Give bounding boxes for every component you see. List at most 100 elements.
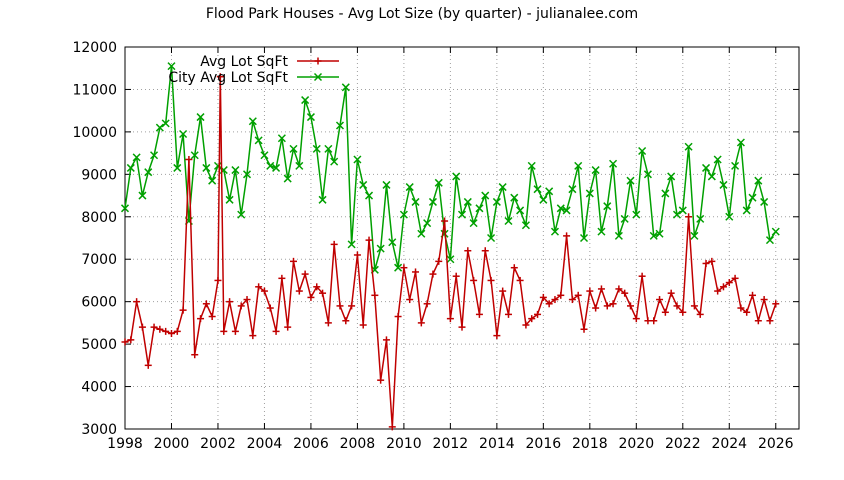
- data-point: [661, 308, 669, 316]
- data-point: [627, 302, 634, 310]
- data-point: [243, 296, 251, 304]
- series-city-avg-lot-sqft: [120, 62, 780, 274]
- data-point: [737, 304, 745, 312]
- data-point: [586, 287, 594, 295]
- data-point: [457, 210, 467, 219]
- data-point: [202, 300, 210, 308]
- data-point: [284, 323, 292, 331]
- data-point: [382, 336, 390, 344]
- data-point: [481, 247, 489, 255]
- data-point: [643, 170, 652, 179]
- series-avg-lot-sqft: [121, 73, 780, 431]
- data-point: [353, 251, 361, 259]
- data-point: [725, 212, 734, 221]
- data-point: [173, 163, 182, 172]
- data-point: [411, 197, 420, 206]
- data-point: [120, 204, 130, 213]
- data-point: [556, 204, 565, 213]
- data-point: [470, 276, 478, 284]
- data-point: [348, 302, 356, 310]
- data-point: [725, 279, 733, 287]
- data-point: [760, 197, 769, 206]
- data-point: [557, 291, 565, 299]
- x-tick-label: 2016: [526, 436, 562, 452]
- x-tick-label: 2004: [247, 436, 283, 452]
- data-point: [521, 221, 530, 230]
- x-tick-label: 2000: [154, 436, 190, 452]
- data-point: [423, 219, 432, 228]
- data-point: [365, 236, 373, 244]
- data-point: [231, 166, 240, 175]
- data-point: [231, 327, 239, 335]
- data-point: [499, 287, 507, 295]
- data-point: [155, 123, 164, 132]
- data-point: [388, 238, 397, 247]
- data-point: [672, 210, 682, 219]
- data-point: [179, 306, 187, 314]
- data-point: [563, 232, 571, 240]
- x-tick-label: 2024: [711, 436, 747, 452]
- data-point: [255, 283, 263, 291]
- data-point: [266, 304, 274, 312]
- data-point: [150, 151, 159, 160]
- data-point: [185, 155, 193, 163]
- data-point: [696, 310, 704, 318]
- data-point: [283, 174, 292, 183]
- data-point: [679, 308, 687, 316]
- data-point: [412, 268, 420, 276]
- data-point: [731, 161, 740, 170]
- data-point: [568, 296, 576, 304]
- data-point: [434, 178, 443, 187]
- data-point: [377, 376, 385, 384]
- data-point: [394, 263, 403, 272]
- data-point: [237, 302, 245, 310]
- data-point: [126, 163, 135, 172]
- data-point: [719, 180, 728, 189]
- data-point: [376, 244, 385, 253]
- x-tick-label: 2002: [200, 436, 236, 452]
- data-point: [441, 217, 449, 225]
- data-point: [673, 302, 681, 310]
- data-point: [197, 315, 205, 323]
- data-point: [324, 144, 333, 153]
- data-point: [702, 259, 710, 267]
- x-tick-label: 2014: [479, 436, 515, 452]
- data-point: [167, 330, 175, 337]
- data-point: [272, 163, 281, 172]
- data-point: [632, 210, 641, 219]
- data-point: [690, 302, 698, 310]
- data-point: [464, 247, 472, 255]
- data-point: [161, 119, 170, 128]
- data-point: [266, 161, 275, 170]
- data-point: [341, 83, 350, 92]
- data-point: [690, 231, 699, 240]
- data-point: [736, 138, 745, 147]
- data-point: [144, 168, 153, 177]
- data-point: [579, 233, 589, 243]
- data-point: [528, 315, 536, 323]
- data-point: [138, 323, 146, 331]
- data-point: [534, 310, 542, 318]
- data-point: [748, 193, 757, 202]
- data-point: [545, 300, 553, 308]
- data-point: [696, 214, 705, 223]
- x-tick-label: 2026: [758, 436, 794, 452]
- data-point: [504, 310, 512, 318]
- data-point: [260, 287, 268, 295]
- data-point: [620, 214, 629, 223]
- data-point: [277, 134, 286, 143]
- data-point: [173, 327, 181, 335]
- data-point: [580, 325, 588, 333]
- data-point: [545, 187, 554, 196]
- data-point: [626, 176, 635, 185]
- data-point: [504, 216, 513, 226]
- data-point: [335, 121, 345, 130]
- data-point: [382, 180, 391, 189]
- data-point: [225, 195, 234, 204]
- data-point: [428, 197, 437, 206]
- legend-marker: [313, 72, 323, 82]
- legend-marker: [314, 57, 322, 65]
- data-point: [216, 73, 224, 81]
- data-point: [597, 285, 605, 293]
- x-tick-label: 2010: [386, 436, 422, 452]
